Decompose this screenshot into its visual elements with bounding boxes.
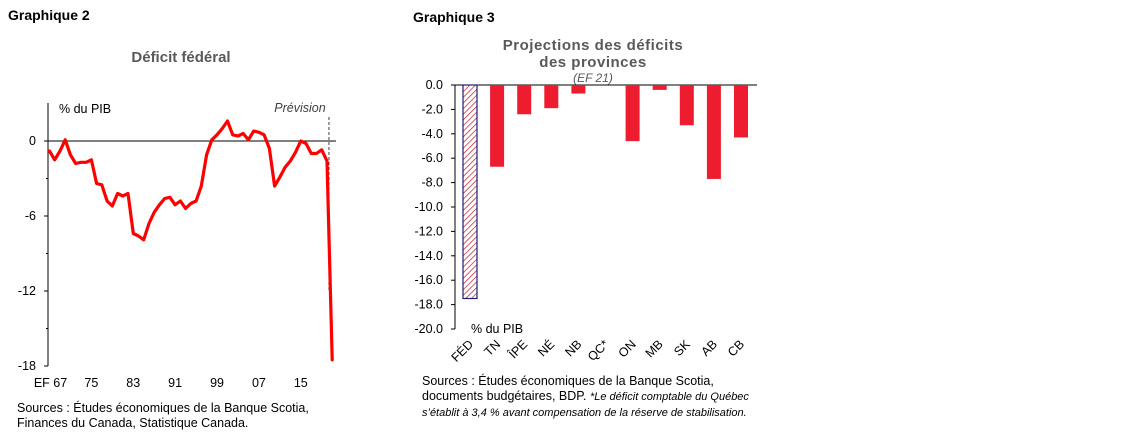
chart2-source-note: *Le déficit comptable du Québec s’établi…	[422, 391, 749, 419]
chart2-category-label: CB	[725, 337, 747, 359]
chart2-category-label: FÉD	[448, 337, 476, 365]
chart2-category-label: NB	[562, 337, 584, 359]
chart2-title-line1: Projections des déficits	[503, 37, 683, 54]
chart1-x-tick-label: 15	[294, 376, 308, 390]
chart2-category-label: ON	[616, 337, 639, 360]
chart2-bar	[652, 85, 667, 90]
chart2-subtitle: (EF 21)	[573, 71, 613, 85]
chart2-y-tick-label: -12.0	[415, 224, 444, 238]
chart2-label: Graphique 3	[413, 9, 495, 25]
chart2-source-main: Sources : Études économiques de la Banqu…	[422, 374, 714, 403]
chart1-x-tick-label: 91	[168, 376, 182, 390]
chart2-y-tick-label: -10.0	[415, 200, 444, 214]
chart2-bar	[734, 85, 748, 138]
chart2-category-label: SK	[671, 337, 693, 359]
chart2-y-tick-label: -6.0	[421, 151, 443, 165]
chart2-category-label: TN	[482, 337, 504, 359]
chart1-y-tick-label: -12	[18, 284, 36, 298]
chart2-y-tick-label: -20.0	[415, 322, 444, 336]
chart2-bar	[706, 85, 721, 179]
chart1-y-tick-label: 0	[29, 134, 36, 148]
chart2-title-line2: des provinces	[539, 54, 646, 71]
chart2-bar	[571, 85, 586, 94]
chart1-ylabel: % du PIB	[59, 102, 111, 116]
chart2-y-tick-label: -4.0	[421, 127, 443, 141]
chart2-y-tick-label: 0.0	[426, 78, 443, 92]
chart2-ylabel: % du PIB	[471, 322, 523, 336]
chart1-x-tick-label: 99	[210, 376, 224, 390]
chart2-y-tick-label: -18.0	[415, 298, 444, 312]
chart1-y-tick-label: -18	[18, 359, 36, 373]
chart1-deficit-line	[47, 119, 334, 362]
chart2-category-label: QC*	[585, 337, 612, 364]
chart1-x-tick-label: 75	[84, 376, 98, 390]
chart1-title: Déficit fédéral	[131, 49, 230, 66]
chart2-bar	[544, 85, 559, 109]
chart1-source: Sources : Études économiques de la Banqu…	[17, 401, 309, 430]
chart1-x-tick-label: 07	[252, 376, 266, 390]
chart2-bar	[679, 85, 694, 126]
chart2-category-label: NÉ	[535, 337, 558, 360]
chart2-category-label: MB	[643, 337, 666, 360]
chart2-y-tick-label: -8.0	[421, 176, 443, 190]
chart2-y-tick-label: -2.0	[421, 102, 443, 116]
chart2-bar-fed	[462, 84, 478, 300]
chart1-forecast-label: Prévision	[274, 101, 325, 115]
chart1-x-tick-label: EF 67	[34, 376, 67, 390]
chart2-y-tick-label: -14.0	[415, 249, 444, 263]
chart1-label: Graphique 2	[8, 7, 90, 23]
chart2-category-label: AB	[698, 337, 720, 359]
chart1-y-tick-label: -6	[25, 209, 36, 223]
chart2-category-label: ÎPE	[505, 337, 531, 363]
chart2-bar	[490, 85, 505, 167]
chart1-x-tick-label: 83	[126, 376, 140, 390]
chart2-bar	[517, 85, 532, 115]
chart2-bar	[625, 85, 640, 142]
chart2-y-tick-label: -16.0	[415, 273, 444, 287]
chart2-source: Sources : Études économiques de la Banqu…	[422, 374, 762, 421]
